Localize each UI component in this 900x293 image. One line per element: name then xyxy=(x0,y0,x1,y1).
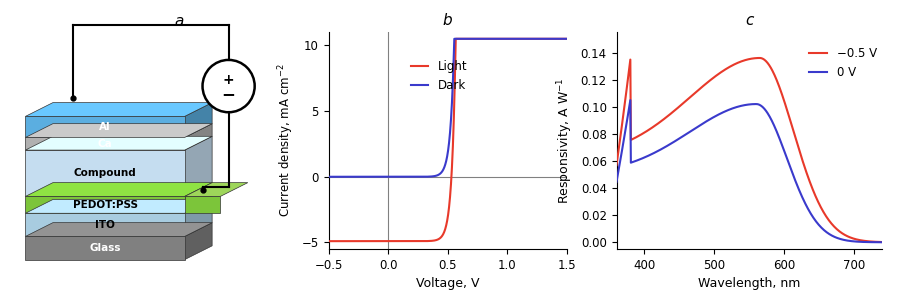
Y-axis label: Current density, mA cm$^{-2}$: Current density, mA cm$^{-2}$ xyxy=(276,64,296,217)
Text: PEDOT:PSS: PEDOT:PSS xyxy=(73,200,138,210)
Polygon shape xyxy=(184,196,220,213)
Polygon shape xyxy=(184,124,212,150)
−0.5 V xyxy=(755,56,766,60)
Polygon shape xyxy=(25,236,184,260)
−0.5 V xyxy=(611,163,622,167)
Light xyxy=(347,239,358,243)
Light xyxy=(514,37,525,40)
0 V xyxy=(870,241,881,244)
Light xyxy=(323,239,334,243)
Polygon shape xyxy=(184,183,212,213)
Polygon shape xyxy=(184,103,212,137)
Dark xyxy=(487,37,498,40)
Text: Ca: Ca xyxy=(98,139,112,149)
Polygon shape xyxy=(25,200,212,213)
Y-axis label: Responsivity, A W$^{-1}$: Responsivity, A W$^{-1}$ xyxy=(555,77,575,204)
Dark xyxy=(449,37,460,40)
X-axis label: Voltage, V: Voltage, V xyxy=(416,277,480,290)
Polygon shape xyxy=(25,103,212,116)
Polygon shape xyxy=(25,137,184,150)
Text: Compound: Compound xyxy=(74,168,137,178)
Line: 0 V: 0 V xyxy=(616,100,882,242)
0 V xyxy=(739,103,750,107)
Text: ITO: ITO xyxy=(95,220,115,230)
−0.5 V xyxy=(754,56,765,60)
X-axis label: Wavelength, nm: Wavelength, nm xyxy=(698,277,800,290)
Text: Al: Al xyxy=(99,122,111,132)
0 V xyxy=(829,235,840,239)
−0.5 V xyxy=(870,240,881,243)
Line: Dark: Dark xyxy=(328,39,567,177)
Polygon shape xyxy=(25,116,184,137)
Polygon shape xyxy=(25,136,212,150)
Dark xyxy=(509,37,520,40)
−0.5 V xyxy=(737,59,748,63)
−0.5 V xyxy=(877,240,887,244)
0 V xyxy=(625,98,635,102)
Title: c: c xyxy=(745,13,753,28)
Polygon shape xyxy=(25,150,184,196)
0 V xyxy=(877,241,887,244)
Text: +: + xyxy=(223,73,234,87)
Polygon shape xyxy=(184,223,212,260)
Dark xyxy=(323,175,334,178)
Polygon shape xyxy=(25,196,184,213)
Polygon shape xyxy=(184,200,212,236)
0 V xyxy=(738,104,749,107)
Text: Glass: Glass xyxy=(89,243,121,253)
−0.5 V xyxy=(770,74,780,78)
Title: b: b xyxy=(443,13,453,28)
Polygon shape xyxy=(184,183,248,196)
Polygon shape xyxy=(184,136,212,196)
Polygon shape xyxy=(25,124,212,137)
Dark xyxy=(428,175,439,178)
0 V xyxy=(611,180,622,184)
Line: Light: Light xyxy=(328,39,567,241)
Polygon shape xyxy=(25,223,212,236)
Light xyxy=(487,37,498,40)
Text: −: − xyxy=(221,85,236,103)
Dark xyxy=(562,37,572,40)
Light xyxy=(450,37,461,40)
Legend: −0.5 V, 0 V: −0.5 V, 0 V xyxy=(805,42,881,84)
Light xyxy=(419,239,430,243)
Dark xyxy=(419,175,430,178)
Dark xyxy=(514,37,525,40)
Legend: Light, Dark: Light, Dark xyxy=(406,55,473,97)
Polygon shape xyxy=(25,213,184,236)
Line: −0.5 V: −0.5 V xyxy=(616,58,882,242)
Polygon shape xyxy=(25,183,212,196)
−0.5 V xyxy=(739,59,750,62)
0 V xyxy=(755,104,766,107)
Light xyxy=(428,239,439,242)
Light xyxy=(509,37,520,40)
0 V xyxy=(770,126,780,130)
Circle shape xyxy=(202,60,255,112)
Dark xyxy=(347,175,358,178)
Light xyxy=(562,37,572,40)
−0.5 V xyxy=(829,225,840,229)
Text: a: a xyxy=(175,14,184,30)
